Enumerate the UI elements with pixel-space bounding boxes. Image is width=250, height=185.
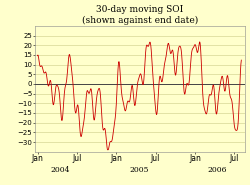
Text: 2005: 2005 — [129, 166, 149, 174]
Text: 2006: 2006 — [208, 166, 227, 174]
Text: 2004: 2004 — [50, 166, 70, 174]
Title: 30-day moving SOI
(shown against end date): 30-day moving SOI (shown against end dat… — [82, 5, 198, 25]
